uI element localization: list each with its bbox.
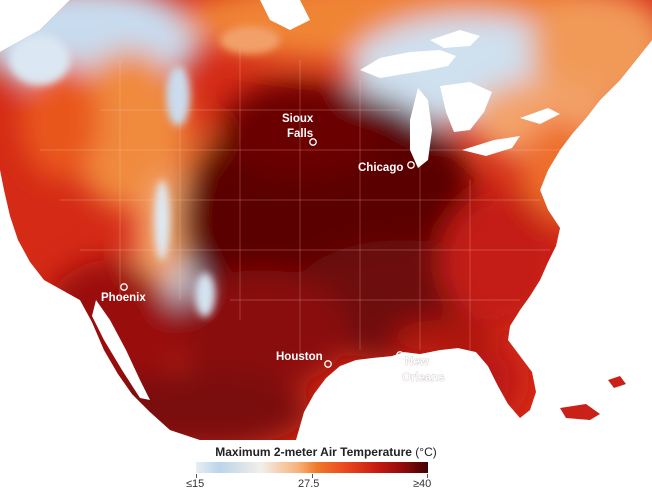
north-water bbox=[260, 0, 310, 30]
legend-title-unit: (°C) bbox=[411, 445, 437, 459]
city-marker bbox=[407, 161, 415, 169]
gulf-of-california bbox=[92, 300, 150, 400]
city-chicago[interactable]: Chicago bbox=[358, 161, 415, 174]
city-marker bbox=[396, 351, 404, 359]
land-temperature-field bbox=[0, 0, 652, 440]
city-marker bbox=[120, 283, 128, 291]
legend-min-label: ≤15 bbox=[186, 478, 205, 490]
city-label-line2: Orleans bbox=[402, 372, 445, 384]
city-label-line1: New bbox=[405, 356, 429, 368]
legend-tick-mid bbox=[312, 474, 313, 478]
state-borders bbox=[40, 50, 560, 360]
caribbean-island bbox=[560, 404, 600, 420]
city-phoenix[interactable]: Phoenix bbox=[101, 283, 146, 304]
legend-max-label: ≥40 bbox=[413, 478, 432, 490]
legend-title-text: Maximum 2-meter Air Temperature bbox=[215, 445, 412, 459]
city-marker bbox=[324, 360, 332, 368]
legend-tick-max bbox=[427, 474, 428, 478]
city-label-line2: Falls bbox=[287, 128, 313, 140]
city-label: Phoenix bbox=[101, 292, 146, 304]
city-marker bbox=[309, 138, 317, 146]
bahamas-island bbox=[608, 376, 626, 388]
city-label: Houston bbox=[276, 351, 323, 363]
legend-title: Maximum 2-meter Air Temperature (°C) bbox=[0, 445, 652, 459]
city-new-orleans[interactable]: New Orleans bbox=[396, 351, 445, 384]
color-legend: Maximum 2-meter Air Temperature (°C) ≤15… bbox=[0, 440, 652, 500]
city-label: Chicago bbox=[358, 162, 403, 174]
temperature-map: Sioux Falls Chicago Phoenix Houston New … bbox=[0, 0, 652, 440]
city-houston[interactable]: Houston bbox=[276, 351, 332, 368]
great-lakes bbox=[360, 30, 560, 168]
city-sioux-falls[interactable]: Sioux Falls bbox=[282, 113, 317, 146]
map-canvas: Sioux Falls Chicago Phoenix Houston New … bbox=[0, 0, 652, 440]
legend-tick-min bbox=[196, 474, 197, 478]
city-label-line1: Sioux bbox=[282, 113, 314, 125]
legend-mid-label: 27.5 bbox=[298, 478, 320, 490]
legend-color-bar bbox=[196, 462, 428, 473]
